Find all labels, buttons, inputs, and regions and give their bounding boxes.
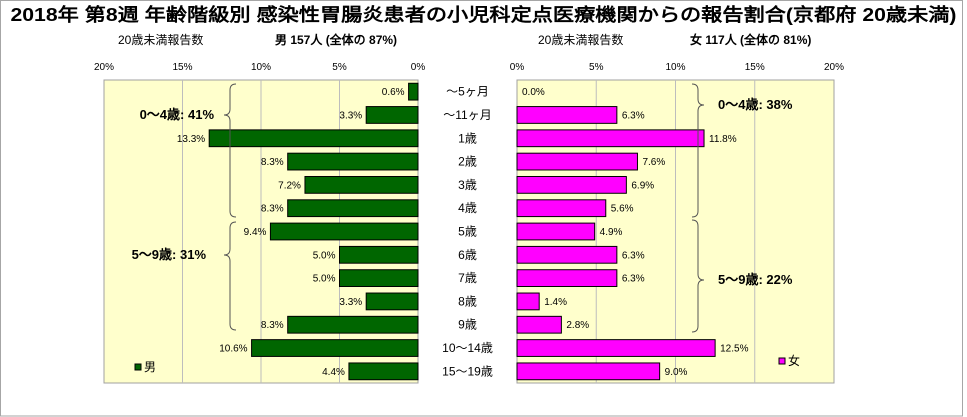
female-brace-5-9 bbox=[691, 219, 705, 333]
category-label: ～11ヶ月 bbox=[443, 108, 491, 122]
category-label: 1歳 bbox=[458, 131, 477, 145]
male-data-label: 5.0% bbox=[313, 274, 336, 285]
female-bar bbox=[516, 106, 618, 124]
male-brace-0-4 bbox=[223, 83, 237, 218]
female-annotation-5-9: 5～9歳: 22% bbox=[718, 272, 793, 287]
category-label: 5歳 bbox=[458, 225, 477, 239]
female-bar bbox=[516, 362, 661, 381]
female-data-label: 7.6% bbox=[642, 157, 665, 168]
male-bar bbox=[287, 315, 419, 334]
male-annotations: 0～4歳: 41% 5～9歳: 31% bbox=[132, 83, 237, 331]
female-bar bbox=[516, 245, 618, 264]
male-bar bbox=[365, 106, 419, 124]
male-x-tick-label: 10% bbox=[251, 62, 271, 73]
male-legend-swatch bbox=[134, 363, 142, 371]
male-brace-5-9 bbox=[223, 221, 237, 331]
female-data-label: 6.3% bbox=[622, 274, 645, 285]
male-bar bbox=[251, 339, 419, 357]
female-header-total: 女 117人 (全体の 81%) bbox=[690, 32, 811, 47]
male-data-label: 10.6% bbox=[219, 344, 247, 355]
female-bar bbox=[516, 199, 607, 218]
female-legend-swatch bbox=[778, 357, 786, 365]
female-data-label: 6.3% bbox=[622, 250, 645, 261]
female-brace-0-4 bbox=[691, 83, 705, 218]
category-label: 4歳 bbox=[458, 201, 477, 215]
male-legend-label: 男 bbox=[144, 360, 156, 374]
female-data-label: 4.9% bbox=[600, 227, 623, 238]
male-data-label: 8.3% bbox=[261, 320, 284, 331]
male-bar bbox=[348, 362, 419, 381]
female-bar bbox=[516, 315, 562, 334]
category-label: 3歳 bbox=[458, 178, 477, 192]
female-annotations: 0～4歳: 38% 5～9歳: 22% bbox=[691, 83, 793, 333]
female-bar bbox=[516, 292, 540, 311]
female-plot-area: 0.0% 6.3% 11.8% 7.6% 6.9% 5.6% 4.9% 6.3% 6.3% 1.4… bbox=[516, 79, 835, 384]
male-x-tick-label: 15% bbox=[172, 62, 192, 73]
male-data-label: 8.3% bbox=[261, 204, 284, 215]
male-header-total: 男 157人 (全体の 87%) bbox=[275, 32, 397, 47]
female-header-label: 20歳未満報告数 bbox=[538, 32, 623, 47]
female-x-tick-label: 15% bbox=[745, 62, 765, 73]
female-x-tick-label: 5% bbox=[589, 62, 604, 73]
male-bar bbox=[365, 292, 419, 311]
male-bar bbox=[408, 82, 419, 101]
male-bar bbox=[208, 129, 419, 148]
female-x-tick-label: 20% bbox=[824, 62, 844, 73]
category-label: 8歳 bbox=[458, 294, 477, 308]
male-plot-area: 0.6% 3.3% 13.3% 8.3% 7.2% 8.3% 9.4% 5.0% 5.0% 3.3… bbox=[103, 79, 419, 384]
male-bar bbox=[269, 222, 419, 241]
male-x-tick-label: 5% bbox=[332, 62, 347, 73]
male-x-tick-label: 0% bbox=[411, 62, 426, 73]
male-data-label: 4.4% bbox=[322, 367, 345, 378]
male-data-label: 0.6% bbox=[382, 87, 405, 98]
female-data-label: 6.3% bbox=[622, 110, 645, 121]
female-annotation-0-4: 0～4歳: 38% bbox=[718, 97, 793, 112]
female-data-label: 2.8% bbox=[566, 320, 589, 331]
category-label: 15～19歳 bbox=[442, 364, 493, 378]
female-x-tick-label: 10% bbox=[665, 62, 685, 73]
male-data-label: 8.3% bbox=[261, 157, 284, 168]
male-bar bbox=[339, 269, 419, 288]
chart-title: 2018年 第8週 年齢階級別 感染性胃腸炎患者の小児科定点医療機関からの報告割… bbox=[11, 4, 957, 25]
category-label: 10～14歳 bbox=[442, 341, 493, 355]
male-header-label: 20歳未満報告数 bbox=[118, 32, 203, 47]
female-data-label: 12.5% bbox=[720, 344, 748, 355]
category-label: 9歳 bbox=[458, 318, 477, 332]
male-bar bbox=[339, 245, 419, 264]
female-data-label: 5.6% bbox=[611, 204, 634, 215]
female-data-label: 9.0% bbox=[665, 367, 688, 378]
male-bar bbox=[304, 175, 419, 194]
category-label: 7歳 bbox=[458, 271, 477, 285]
female-bar bbox=[516, 269, 618, 288]
male-data-label: 3.3% bbox=[339, 297, 362, 308]
female-legend-label: 女 bbox=[788, 353, 800, 368]
female-data-label: 6.9% bbox=[631, 180, 654, 191]
female-data-label: 1.4% bbox=[544, 297, 567, 308]
male-bar bbox=[287, 199, 419, 218]
male-data-label: 5.0% bbox=[313, 250, 336, 261]
male-data-label: 3.3% bbox=[339, 110, 362, 121]
male-data-label: 9.4% bbox=[244, 227, 267, 238]
female-data-label: 11.8% bbox=[709, 134, 737, 145]
category-label: 2歳 bbox=[458, 155, 477, 169]
female-data-label: 0.0% bbox=[522, 87, 545, 98]
male-data-label: 7.2% bbox=[278, 180, 301, 191]
female-bar bbox=[516, 152, 638, 171]
category-label: 6歳 bbox=[458, 248, 477, 262]
male-x-tick-label: 20% bbox=[94, 62, 114, 73]
male-bar bbox=[287, 152, 419, 171]
category-axis: ～5ヶ月 ～11ヶ月 1歳 2歳 3歳 4歳 5歳 6歳 7歳 8歳 9歳 10～14歳 15～19歳 bbox=[442, 85, 493, 379]
male-annotation-5-9: 5～9歳: 31% bbox=[132, 247, 207, 262]
male-data-label: 13.3% bbox=[177, 134, 205, 145]
female-bar bbox=[516, 339, 716, 357]
category-label: ～5ヶ月 bbox=[446, 85, 489, 99]
female-bar bbox=[516, 129, 705, 148]
male-annotation-0-4: 0～4歳: 41% bbox=[140, 107, 215, 122]
female-bar bbox=[516, 222, 596, 241]
female-x-tick-label: 0% bbox=[510, 62, 525, 73]
female-bar bbox=[516, 175, 627, 194]
